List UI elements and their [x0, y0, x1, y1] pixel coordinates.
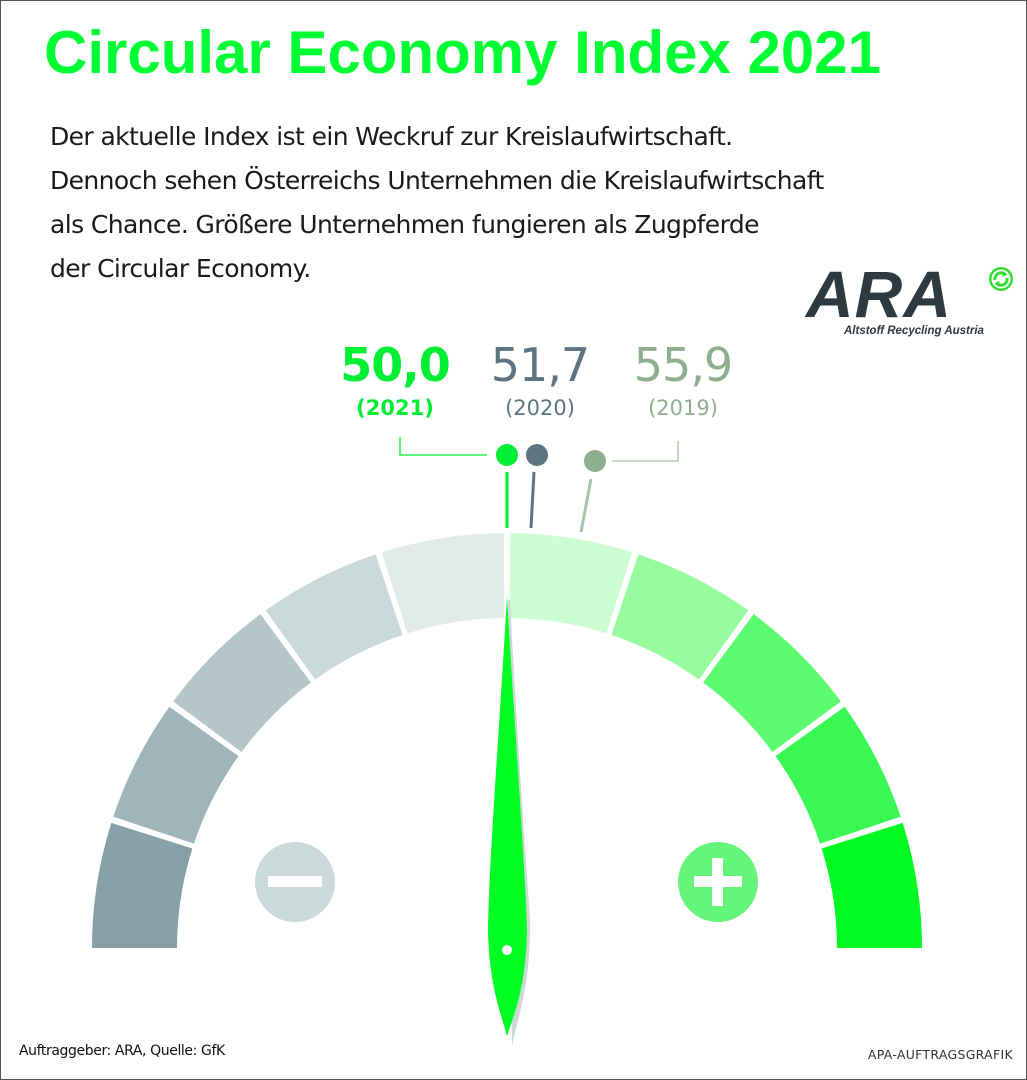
description-line: der Circular Economy. [50, 254, 311, 283]
agency-credit: APA-AUFTRAGSGRAFIK [867, 1047, 1013, 1062]
value-2019-number: 55,9 [633, 338, 733, 392]
page-title: Circular Economy Index 2021 [44, 19, 882, 86]
gauge-segment [92, 822, 193, 948]
gauge-segment [265, 554, 403, 680]
connector-2021 [399, 437, 487, 456]
gauge-segment [775, 706, 901, 844]
value-2021: 50,0 (2021) [330, 340, 460, 422]
description: Der aktuelle Index ist ein Weckruf zur K… [50, 115, 824, 291]
value-2020-number: 51,7 [490, 338, 590, 392]
source-credit: Auftraggeber: ARA, Quelle: GfK [19, 1043, 225, 1059]
logo-wordmark: ARA [806, 257, 952, 331]
value-2021-number: 50,0 [340, 338, 451, 392]
marker-2020-dot [526, 444, 548, 466]
gauge-segment [509, 533, 633, 634]
value-2019: 55,9 (2019) [618, 340, 748, 422]
needle-pivot [502, 945, 512, 955]
gauge-segment [611, 554, 749, 680]
plus-circle-icon [678, 842, 758, 922]
logo-subtitle: Altstoff Recycling Austria [844, 325, 984, 337]
connector-2019 [612, 441, 679, 462]
recycling-arrows-icon [989, 267, 1013, 291]
gauge-segment [381, 533, 505, 634]
gauge-segment [703, 614, 841, 752]
gauge-segments [92, 533, 922, 948]
marker-2021-dot [496, 444, 518, 466]
gauge-needle [488, 596, 531, 1046]
minus-circle-icon [255, 842, 335, 922]
marker-2019-dot [584, 450, 606, 472]
gauge-segment [173, 614, 311, 752]
gauge-segment [113, 706, 239, 844]
marker-2020-line [529, 471, 536, 529]
description-line: als Chance. Größere Unternehmen fungiere… [50, 210, 759, 239]
description-line: Dennoch sehen Österreichs Unternehmen di… [50, 166, 824, 195]
value-2019-year: (2019) [648, 396, 718, 420]
value-2020-year: (2020) [505, 396, 575, 420]
description-line: Der aktuelle Index ist ein Weckruf zur K… [50, 122, 733, 151]
marker-2019-line [579, 478, 593, 533]
value-2021-year: (2021) [356, 396, 434, 420]
ara-logo: ARA Altstoff Recycling Austria [806, 257, 1016, 342]
value-2020: 51,7 (2020) [480, 340, 600, 422]
gauge-segment [821, 822, 922, 948]
